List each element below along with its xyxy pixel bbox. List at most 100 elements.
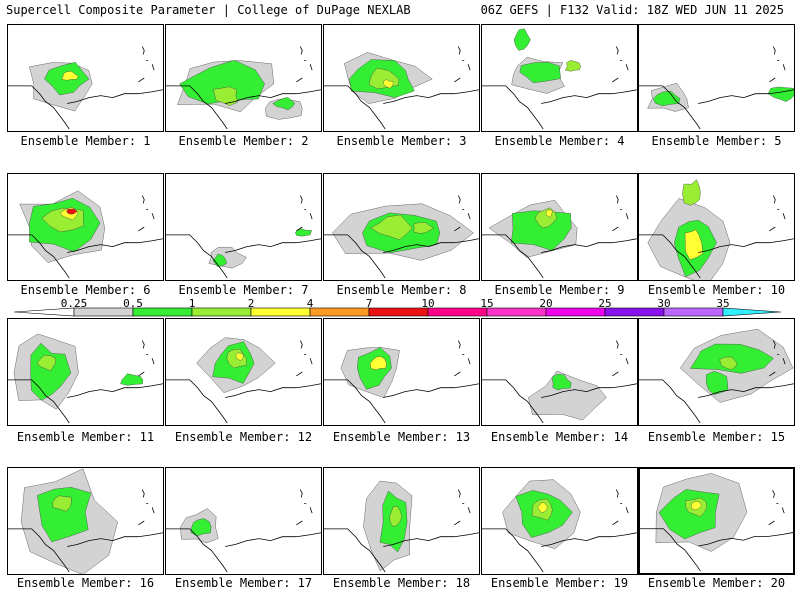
ensemble-member-label: Ensemble Member: 14 <box>490 430 629 444</box>
coastline <box>482 64 637 130</box>
great-lakes-outline <box>299 46 307 61</box>
coastline <box>640 507 793 572</box>
colorbar-segment <box>250 307 311 317</box>
map-canvas <box>166 489 321 573</box>
ensemble-member-label: Ensemble Member: 15 <box>647 430 786 444</box>
great-lakes-outline <box>299 195 307 210</box>
map-canvas <box>640 473 793 572</box>
ensemble-member-label: Ensemble Member: 13 <box>332 430 471 444</box>
ensemble-member-label: Ensemble Member: 12 <box>174 430 313 444</box>
ensemble-member-map[interactable] <box>638 173 795 281</box>
colorbar-tick-label: 2 <box>247 297 255 310</box>
scp-contour <box>537 502 548 513</box>
great-lakes-outline <box>457 489 465 504</box>
scp-contour <box>519 62 561 84</box>
great-lakes-outline <box>141 195 149 210</box>
colorbar-tick-label: 25 <box>598 297 612 310</box>
great-lakes-outline <box>299 340 307 355</box>
scp-contour <box>511 210 572 251</box>
colorbar-segment <box>427 307 488 317</box>
colorbar-tick-label: 7 <box>365 297 373 310</box>
ensemble-member-label: Ensemble Member: 4 <box>494 134 625 148</box>
ensemble-member-map[interactable] <box>7 467 164 575</box>
coastline <box>324 358 479 424</box>
coastline <box>639 358 794 424</box>
scp-contour <box>370 214 413 240</box>
coastline <box>166 358 321 424</box>
scp-contour <box>235 352 244 361</box>
ensemble-member-label: Ensemble Member: 18 <box>332 576 471 590</box>
scp-contour <box>545 209 553 218</box>
scp-contour <box>389 505 403 528</box>
coastline <box>482 358 637 424</box>
coastline <box>482 507 637 573</box>
scp-contour <box>66 208 78 215</box>
ensemble-member-map[interactable] <box>481 173 638 281</box>
colorbar-high-arrow <box>722 307 782 317</box>
great-lakes-outline <box>299 489 307 504</box>
scp-contour <box>61 71 79 81</box>
scp-contour <box>36 354 56 372</box>
great-lakes-outline <box>772 46 780 61</box>
scp-contour <box>208 247 247 269</box>
colorbar-segment <box>663 307 724 317</box>
page-title: Supercell Composite Parameter | College … <box>6 3 411 17</box>
ensemble-member-map[interactable] <box>323 467 480 575</box>
scp-contour <box>120 373 144 386</box>
ensemble-member-map[interactable] <box>165 467 322 575</box>
colorbar-tick-label: 10 <box>421 297 435 310</box>
ensemble-member-map[interactable] <box>638 24 795 132</box>
ensemble-member-map[interactable] <box>323 173 480 281</box>
scp-contour <box>30 342 72 401</box>
coastline <box>324 213 479 279</box>
ensemble-member-map[interactable] <box>481 24 638 132</box>
ensemble-member-map[interactable] <box>7 24 164 132</box>
ensemble-member-label: Ensemble Member: 11 <box>16 430 155 444</box>
ensemble-member-map[interactable] <box>165 173 322 281</box>
great-lakes-outline <box>615 46 623 61</box>
coastline <box>324 64 479 130</box>
ensemble-member-map[interactable] <box>638 318 795 426</box>
scp-contour <box>652 90 681 107</box>
ensemble-member-map[interactable] <box>7 318 164 426</box>
scp-contour <box>565 60 581 72</box>
map-canvas <box>324 46 479 130</box>
colorbar-segment <box>604 307 665 317</box>
scp-contour <box>513 28 531 51</box>
great-lakes-outline <box>141 489 149 504</box>
coastline <box>482 213 637 279</box>
ensemble-member-map[interactable] <box>481 467 638 575</box>
ensemble-member-map[interactable] <box>638 467 795 575</box>
ensemble-member-map[interactable] <box>481 318 638 426</box>
map-canvas <box>482 195 637 279</box>
coastline <box>324 507 479 573</box>
colorbar-tick-label: 4 <box>306 297 314 310</box>
great-lakes-outline <box>615 340 623 355</box>
ensemble-member-label: Ensemble Member: 20 <box>647 576 786 590</box>
ensemble-member-map[interactable] <box>7 173 164 281</box>
coastline <box>8 64 163 130</box>
ensemble-member-map[interactable] <box>323 24 480 132</box>
valid-time-title: 06Z GEFS | F132 Valid: 18Z WED JUN 11 20… <box>480 3 784 17</box>
ensemble-member-label: Ensemble Member: 9 <box>494 283 625 297</box>
ensemble-member-map[interactable] <box>165 24 322 132</box>
ensemble-member-label: Ensemble Member: 6 <box>20 283 151 297</box>
ensemble-member-map[interactable] <box>323 318 480 426</box>
great-lakes-outline <box>457 46 465 61</box>
scp-contour <box>682 179 701 206</box>
great-lakes-outline <box>615 195 623 210</box>
ensemble-member-label: Ensemble Member: 2 <box>178 134 309 148</box>
ensemble-member-label: Ensemble Member: 8 <box>336 283 467 297</box>
ensemble-member-label: Ensemble Member: 3 <box>336 134 467 148</box>
scp-contour <box>705 371 729 395</box>
scp-contour <box>383 79 394 89</box>
colorbar-segment <box>191 307 252 317</box>
map-canvas <box>166 195 321 279</box>
scp-contour <box>190 518 212 537</box>
ensemble-member-map[interactable] <box>165 318 322 426</box>
map-canvas <box>639 46 794 130</box>
colorbar-segment <box>486 307 547 317</box>
map-canvas <box>166 337 321 424</box>
coastline <box>166 507 321 573</box>
coastline <box>639 213 794 279</box>
